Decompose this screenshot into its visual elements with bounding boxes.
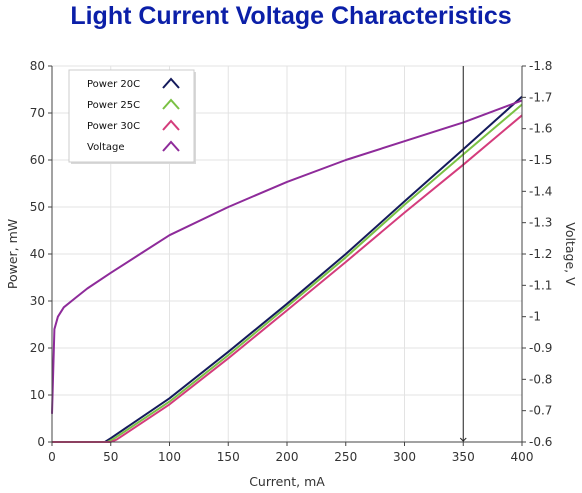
legend: Power 20C Power 25C Power 30C Voltage [68, 69, 196, 164]
x-tick-label: 400 [511, 450, 534, 464]
y-tick-label: 50 [30, 200, 45, 214]
legend-swatch-1 [162, 77, 180, 89]
chart-title: Light Current Voltage Characteristics [70, 2, 512, 30]
y2-tick-label: -1.6 [529, 122, 552, 136]
y2-tick-label: -1 [529, 310, 541, 324]
x-tick-label: 200 [276, 450, 299, 464]
series-lines [51, 95, 523, 443]
series-line-1 [52, 95, 523, 443]
vertical-marker [459, 66, 467, 442]
x-tick-label: 300 [393, 450, 416, 464]
series-line-2 [52, 103, 523, 443]
legend-swatch-2 [162, 98, 180, 110]
y2-tick-label: -1.3 [529, 216, 552, 230]
y2-tick-label: -1.1 [529, 278, 552, 292]
x-tick-label: 150 [217, 450, 240, 464]
axes: 0 50 100 150 200 250 300 350 400 0 10 20 30 40 50 60 70 8… [5, 59, 578, 489]
y-tick-label: 20 [30, 341, 45, 355]
y-tick-label: 30 [30, 294, 45, 308]
x-axis-title: Current, mA [249, 474, 325, 489]
legend-swatch-3 [162, 119, 180, 131]
y2-tick-label: -1.5 [529, 153, 552, 167]
y2-tick-label: -0.8 [529, 372, 552, 386]
legend-label-3: Power 30C [87, 121, 140, 132]
legend-swatch-4 [162, 140, 180, 152]
y-tick-label: 60 [30, 153, 45, 167]
x-tick-label: 250 [334, 450, 357, 464]
y-tick-label: 80 [30, 59, 45, 73]
y2-tick-label: -1.8 [529, 59, 552, 73]
y2-tick-label: -0.6 [529, 435, 552, 449]
y-tick-label: 70 [30, 106, 45, 120]
legend-box [68, 69, 195, 163]
marker-arrow [459, 437, 467, 442]
x-tick-label: 50 [103, 450, 118, 464]
y2-tick-label: -1.2 [529, 247, 552, 261]
x-tick-label: 350 [452, 450, 475, 464]
legend-label-1: Power 20C [87, 79, 140, 90]
series-line-3 [52, 114, 523, 443]
y-axis-title: Power, mW [5, 219, 20, 289]
y-tick-label: 10 [30, 388, 45, 402]
y2-tick-label: -0.7 [529, 404, 552, 418]
y-tick-label: 0 [37, 435, 45, 449]
x-tick-label: 100 [158, 450, 181, 464]
series-line-4 [51, 99, 523, 414]
x-tick-label: 0 [48, 450, 56, 464]
legend-label-2: Power 25C [87, 100, 140, 111]
y-tick-label: 40 [30, 247, 45, 261]
legend-label-4: Voltage [87, 142, 125, 153]
y2-tick-label: -0.9 [529, 341, 552, 355]
y2-tick-label: -1.4 [529, 184, 552, 198]
y2-tick-label: -1.7 [529, 90, 552, 104]
y2-axis-title: Voltage, V [563, 222, 578, 286]
